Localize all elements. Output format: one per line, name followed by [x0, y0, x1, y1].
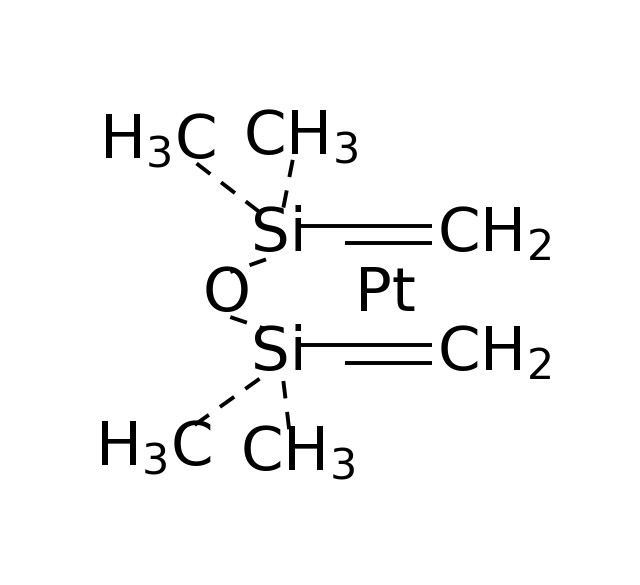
Text: $\mathregular{H_3C}$: $\mathregular{H_3C}$ — [99, 113, 215, 172]
Text: Si: Si — [250, 205, 307, 264]
Text: O: O — [202, 265, 250, 324]
Text: $\mathregular{H_3C}$: $\mathregular{H_3C}$ — [95, 420, 212, 479]
Text: $\mathregular{CH_2}$: $\mathregular{CH_2}$ — [437, 205, 551, 264]
Text: Si: Si — [250, 325, 307, 384]
Text: Pt: Pt — [355, 265, 415, 324]
Text: $\mathregular{CH_3}$: $\mathregular{CH_3}$ — [243, 108, 358, 167]
Text: $\mathregular{CH_2}$: $\mathregular{CH_2}$ — [437, 325, 551, 384]
Text: $\mathregular{CH_3}$: $\mathregular{CH_3}$ — [240, 424, 355, 484]
